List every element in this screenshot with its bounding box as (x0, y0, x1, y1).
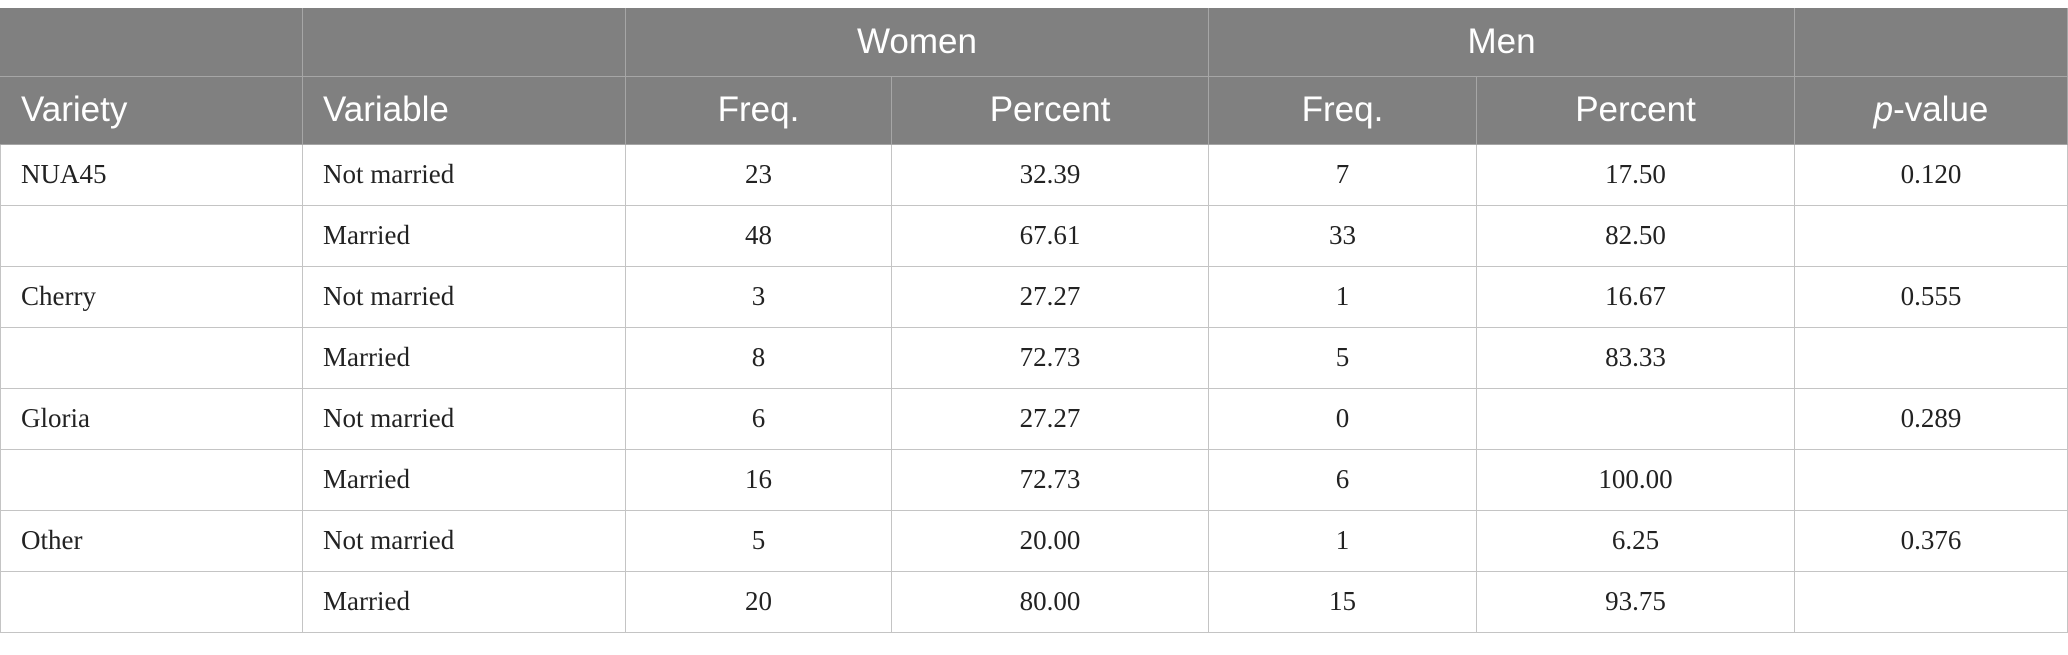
p-value-suffix: -value (1893, 90, 1989, 129)
column-header-men-percent: Percent (1476, 76, 1795, 145)
cell-p-value: 0.376 (1794, 509, 2068, 572)
cell-p-value: 0.289 (1794, 387, 2068, 450)
cell-men-percent: 83.33 (1476, 326, 1795, 389)
group-header-blank-1 (0, 8, 303, 77)
cell-men-freq: 1 (1208, 509, 1477, 572)
group-header-row: Women Men (0, 8, 2068, 77)
group-header-men: Men (1208, 8, 1795, 77)
table-row: Married 20 80.00 15 93.75 (0, 570, 2068, 633)
cell-men-freq: 1 (1208, 265, 1477, 328)
group-header-blank-2 (302, 8, 626, 77)
cell-men-percent: 17.50 (1476, 143, 1795, 206)
table-row: Cherry Not married 3 27.27 1 16.67 0.555 (0, 265, 2068, 328)
cell-variable: Not married (302, 143, 626, 206)
table-body: NUA45 Not married 23 32.39 7 17.50 0.120 Marrie… (0, 143, 2068, 633)
cell-women-freq: 23 (625, 143, 892, 206)
cell-women-freq: 16 (625, 448, 892, 511)
cell-men-freq: 5 (1208, 326, 1477, 389)
cell-women-freq: 20 (625, 570, 892, 633)
cell-men-percent: 6.25 (1476, 509, 1795, 572)
cell-women-percent: 27.27 (891, 387, 1209, 450)
cell-men-percent: 82.50 (1476, 204, 1795, 267)
cell-variety (0, 326, 303, 389)
cell-variety (0, 204, 303, 267)
column-header-p-value: p-value (1794, 76, 2068, 145)
column-header-row: Variety Variable Freq. Percent Freq. Per… (0, 76, 2068, 145)
table-row: Married 48 67.61 33 82.50 (0, 204, 2068, 267)
table-row: Married 8 72.73 5 83.33 (0, 326, 2068, 389)
cell-variable: Married (302, 448, 626, 511)
cell-p-value: 0.555 (1794, 265, 2068, 328)
column-header-women-percent: Percent (891, 76, 1209, 145)
cell-men-percent: 16.67 (1476, 265, 1795, 328)
cell-variable: Married (302, 570, 626, 633)
column-header-men-freq: Freq. (1208, 76, 1477, 145)
table-row: Gloria Not married 6 27.27 0 0.289 (0, 387, 2068, 450)
cell-variable: Married (302, 204, 626, 267)
cell-women-freq: 6 (625, 387, 892, 450)
cell-men-freq: 7 (1208, 143, 1477, 206)
column-header-variety: Variety (0, 76, 303, 145)
cell-men-percent: 100.00 (1476, 448, 1795, 511)
cell-men-freq: 15 (1208, 570, 1477, 633)
column-header-women-freq: Freq. (625, 76, 892, 145)
cell-variety (0, 570, 303, 633)
cell-variable: Not married (302, 387, 626, 450)
table-row: Married 16 72.73 6 100.00 (0, 448, 2068, 511)
cell-women-percent: 32.39 (891, 143, 1209, 206)
group-header-blank-3 (1794, 8, 2068, 77)
cell-variable: Not married (302, 265, 626, 328)
cell-variety: Cherry (0, 265, 303, 328)
column-header-variable: Variable (302, 76, 626, 145)
cell-women-freq: 3 (625, 265, 892, 328)
cell-men-percent: 93.75 (1476, 570, 1795, 633)
cell-women-freq: 48 (625, 204, 892, 267)
cell-women-percent: 67.61 (891, 204, 1209, 267)
cell-women-percent: 72.73 (891, 448, 1209, 511)
cell-variable: Not married (302, 509, 626, 572)
cell-women-freq: 8 (625, 326, 892, 389)
cell-p-value (1794, 326, 2068, 389)
data-table: Women Men Variety Variable Freq. Percent… (0, 8, 2068, 633)
cell-women-freq: 5 (625, 509, 892, 572)
cell-variety: Other (0, 509, 303, 572)
cell-p-value: 0.120 (1794, 143, 2068, 206)
cell-variety (0, 448, 303, 511)
cell-p-value (1794, 448, 2068, 511)
cell-women-percent: 20.00 (891, 509, 1209, 572)
cell-men-freq: 0 (1208, 387, 1477, 450)
table-row: Other Not married 5 20.00 1 6.25 0.376 (0, 509, 2068, 572)
cell-men-percent (1476, 387, 1795, 450)
cell-p-value (1794, 204, 2068, 267)
group-header-women: Women (625, 8, 1209, 77)
cell-women-percent: 80.00 (891, 570, 1209, 633)
table-row: NUA45 Not married 23 32.39 7 17.50 0.120 (0, 143, 2068, 206)
cell-women-percent: 27.27 (891, 265, 1209, 328)
cell-men-freq: 6 (1208, 448, 1477, 511)
p-value-italic-p: p (1873, 90, 1894, 129)
cell-variety: Gloria (0, 387, 303, 450)
table-header: Women Men Variety Variable Freq. Percent… (0, 8, 2068, 145)
cell-women-percent: 72.73 (891, 326, 1209, 389)
cell-variable: Married (302, 326, 626, 389)
cell-p-value (1794, 570, 2068, 633)
cell-men-freq: 33 (1208, 204, 1477, 267)
cell-variety: NUA45 (0, 143, 303, 206)
